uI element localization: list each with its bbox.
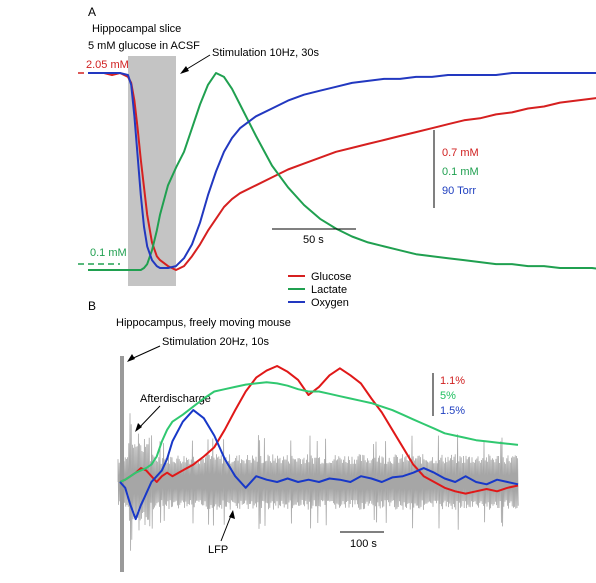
lfp-trace-line [117, 413, 519, 551]
scale-label-a-2: 90 Torr [442, 185, 476, 197]
lfp-arrow [220, 512, 233, 542]
trace-b-glucose-line [119, 365, 519, 495]
scale-label-a-0: 0.7 mM [442, 147, 479, 159]
stimulation-arrowhead-a [180, 66, 189, 74]
stimulation-bar-b [120, 356, 124, 572]
baseline-top-label: 2.05 mM [86, 59, 129, 71]
condition-b: Hippocampus, freely moving mouse [116, 317, 291, 329]
afterdischarge-label: Afterdischarge [140, 393, 211, 405]
scale-label-b-1: 5% [440, 390, 456, 402]
scale-label-a-1: 0.1 mM [442, 166, 479, 178]
lfp-trace [117, 413, 519, 551]
time-scale-label-b: 100 s [350, 538, 377, 550]
lfp-label: LFP [208, 544, 228, 556]
condition-line2-a: 5 mM glucose in ACSF [88, 40, 200, 52]
baseline-bottom-label: 0.1 mM [90, 247, 127, 259]
legend-label-glucose: Glucose [311, 271, 351, 283]
condition-line1-a: Hippocampal slice [92, 23, 181, 35]
trace-b-oxygen-line [119, 409, 519, 521]
legend-label-oxygen: Oxygen [311, 297, 349, 309]
trace-a-glucose-line [88, 72, 596, 271]
panel-a: A Hippocampal slice 5 mM glucose in ACSF… [78, 5, 596, 309]
legend-a: Glucose Lactate Oxygen [288, 271, 351, 309]
trace-a-oxygen-line [88, 72, 596, 269]
stimulation-arrowhead-b [127, 354, 135, 362]
panel-b: B Hippocampus, freely moving mouse Stimu… [88, 299, 519, 572]
stimulation-label-b: Stimulation 20Hz, 10s [162, 336, 269, 348]
trace-a-lactate-line [88, 72, 596, 271]
stimulation-label-a: Stimulation 10Hz, 30s [212, 47, 319, 59]
time-scale-label-a: 50 s [303, 234, 324, 246]
legend-label-lactate: Lactate [311, 284, 347, 296]
trace-b-lactate-line [119, 381, 519, 483]
lfp-arrowhead [229, 510, 235, 519]
scale-label-b-0: 1.1% [440, 375, 465, 387]
panel-a-label: A [88, 5, 96, 19]
scale-label-b-2: 1.5% [440, 405, 465, 417]
panel-b-label: B [88, 299, 96, 313]
afterdischarge-arrowhead [135, 423, 142, 432]
